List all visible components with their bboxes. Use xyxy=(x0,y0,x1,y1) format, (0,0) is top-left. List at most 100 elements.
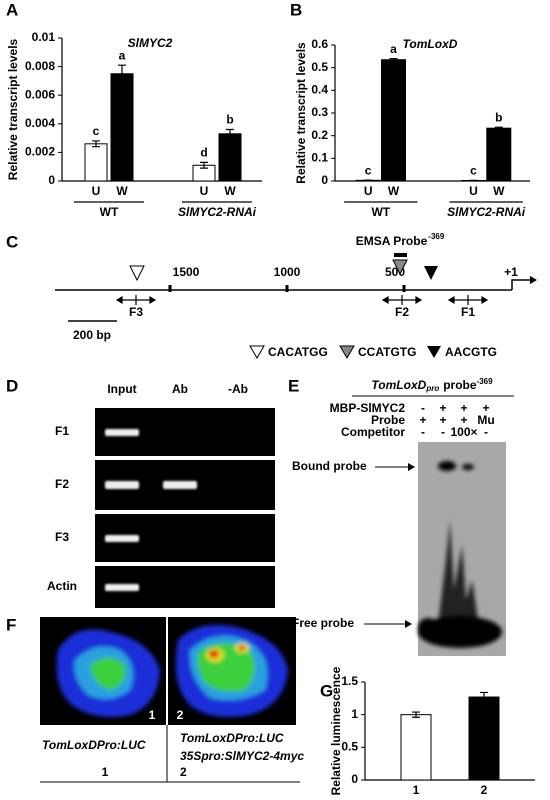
y-tick-label: 0.5 xyxy=(341,740,358,754)
panel-label: B xyxy=(290,0,302,19)
row-label: F1 xyxy=(55,424,69,438)
luc-signal xyxy=(56,624,288,718)
y-tick-label: 0.6 xyxy=(311,37,328,51)
y-tick-label: 0 xyxy=(48,173,55,187)
significance-letter: c xyxy=(365,163,372,177)
y-tick-label: 0 xyxy=(351,772,358,786)
chip-gel: D Input Ab -Ab F1 F2 F3 Actin xyxy=(6,376,275,608)
chart-title: SlMYC2 xyxy=(128,36,173,50)
lane-sign: + xyxy=(460,401,467,415)
row-label: Actin xyxy=(47,579,77,593)
gel-bands xyxy=(105,429,197,591)
x-tick-label: U xyxy=(200,184,209,198)
significance-letter: d xyxy=(200,146,207,160)
x-tick-label: W xyxy=(224,184,236,198)
construct-label: 35Spro:SlMYC2-4myc xyxy=(180,749,304,763)
chart-title: TomLoxD xyxy=(403,37,458,51)
x-tick-label: 2 xyxy=(481,783,488,797)
probe-superscript: -369 xyxy=(428,232,445,241)
image-label: 1 xyxy=(149,708,156,722)
bar xyxy=(400,714,432,781)
row-label: F3 xyxy=(55,530,69,544)
group-label: SlMYC2-RNAi xyxy=(178,205,257,219)
error-bar xyxy=(226,128,234,139)
luciferase: F 1 2 TomLoxDPro:LUC TomLoxDPro:LUC 35Sp… xyxy=(6,615,304,783)
error-bar xyxy=(389,58,398,62)
lane-sign: - xyxy=(484,425,488,439)
y-tick-label: 0.004 xyxy=(25,116,55,130)
panel-label: G xyxy=(320,681,333,700)
error-bar xyxy=(494,126,503,130)
y-axis-label: Relative luminescence xyxy=(329,666,343,795)
motif-ccatgtg xyxy=(392,259,408,276)
lane-sign: - xyxy=(421,401,425,415)
x-tick-label: U xyxy=(364,184,373,198)
position-label: 1000 xyxy=(274,265,301,279)
error-bar xyxy=(118,64,126,83)
probe-title: TomLoxDpro probe-369 xyxy=(371,377,493,393)
y-tick-label: 0 xyxy=(321,173,328,187)
panel-label: E xyxy=(288,376,299,395)
promoter-map: C 1500 1000 500 +1 EMSA Probe-369 F3 F2 … xyxy=(6,232,537,359)
bar xyxy=(468,696,500,781)
fragment-label: F3 xyxy=(129,305,143,319)
emsa: E TomLoxDpro probe-369 MBP-SlMYC2 Probe C… xyxy=(288,376,514,656)
fragment-arrows xyxy=(115,295,489,305)
lane-sign: + xyxy=(460,413,467,427)
column-label: -Ab xyxy=(228,382,248,396)
y-tick-label: 1.5 xyxy=(341,674,358,688)
x-tick-label: U xyxy=(92,184,101,198)
y-axis-label: Relative transcript levels xyxy=(294,42,308,184)
legend-icon xyxy=(339,345,355,359)
bound-label: Bound probe xyxy=(292,459,367,473)
y-tick-label: 0.008 xyxy=(25,59,55,73)
bar xyxy=(218,133,242,182)
y-tick-label: 0.002 xyxy=(25,145,55,159)
panel-label: C xyxy=(6,232,18,251)
probe-text: probe xyxy=(443,378,477,392)
gel-signals xyxy=(418,461,502,648)
lane-sign: + xyxy=(439,401,446,415)
lane-sign: + xyxy=(439,413,446,427)
lane-sign: + xyxy=(419,413,426,427)
y-tick-label: 0.2 xyxy=(311,128,328,142)
y-tick-label: 0.4 xyxy=(311,83,328,97)
bar xyxy=(381,59,406,182)
significance-letter: a xyxy=(390,42,397,56)
position-label: 1500 xyxy=(173,265,200,279)
y-axis-label: Relative transcript levels xyxy=(6,38,20,180)
construct-label: TomLoxDPro:LUC xyxy=(42,738,146,752)
legend-icon xyxy=(427,346,441,358)
y-tick-label: 0.01 xyxy=(32,30,56,44)
panel-label: F xyxy=(6,615,16,634)
legend-label: AACGTG xyxy=(445,345,497,359)
probe-subscript: pro xyxy=(425,384,439,393)
y-tick-label: 0.1 xyxy=(311,151,328,165)
tss-arrow xyxy=(511,279,530,290)
group-label: SlMYC2-RNAi xyxy=(447,205,526,219)
row-label: MBP-SlMYC2 xyxy=(330,401,406,415)
bar xyxy=(84,143,108,182)
motif-aacgtg xyxy=(424,266,438,280)
lane-sign: Mu xyxy=(477,413,494,427)
lane-sign: - xyxy=(441,425,445,439)
row-label: F2 xyxy=(55,477,69,491)
x-tick-label: W xyxy=(493,184,505,198)
error-bar xyxy=(200,161,208,169)
column-label: Input xyxy=(107,382,136,396)
fragment-label: F1 xyxy=(461,305,475,319)
free-label: Free probe xyxy=(292,616,354,630)
legend-icon xyxy=(249,345,265,359)
probe-bar xyxy=(394,253,407,257)
scale-label: 200 bp xyxy=(73,328,111,342)
tss-arrowhead xyxy=(530,276,537,284)
x-tick-label: U xyxy=(469,184,478,198)
row-label: Competitor xyxy=(341,425,405,439)
lane-sign: - xyxy=(421,425,425,439)
x-tick-label: 1 xyxy=(413,783,420,797)
significance-letter: b xyxy=(495,110,502,124)
motif-cacatgg xyxy=(129,265,145,282)
probe-label: EMSA Probe-369 xyxy=(356,232,445,248)
probe-text: EMSA Probe xyxy=(356,234,428,248)
